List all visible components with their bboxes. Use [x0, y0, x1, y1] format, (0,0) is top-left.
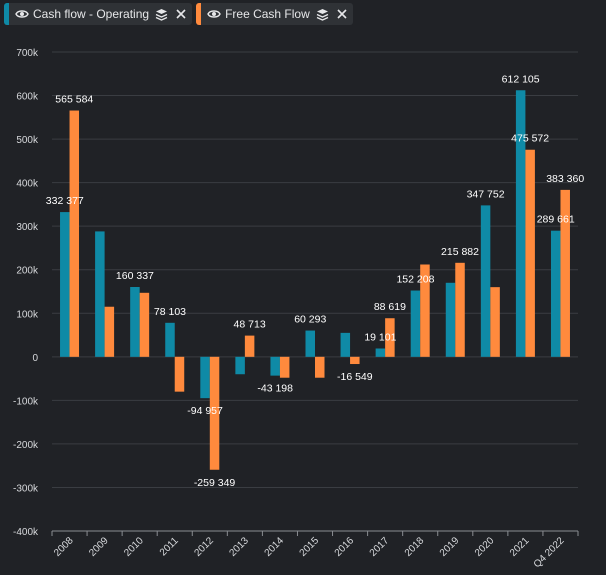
bar-operating	[130, 286, 140, 357]
bar-operating	[235, 356, 245, 375]
data-label: -259 349	[194, 477, 236, 489]
x-tick-label: 2019	[438, 535, 462, 559]
bar-fcf	[174, 356, 185, 392]
bar-operating	[200, 356, 210, 399]
x-tick-label: 2021	[508, 535, 532, 559]
x-tick-label: 2014	[263, 535, 287, 559]
bar-fcf	[455, 262, 465, 357]
y-tick-label: 200k	[16, 266, 39, 277]
data-label: 289 661	[537, 214, 575, 226]
y-tick-label: 700k	[16, 48, 39, 59]
bar-operating	[270, 356, 280, 376]
bar-operating	[410, 290, 421, 357]
x-tick-label: 2018	[403, 535, 427, 559]
legend-bar: Cash flow - Operating Free Cash Flow	[0, 0, 606, 28]
data-label: -16 549	[337, 371, 373, 383]
y-tick-label: 300k	[16, 222, 39, 233]
bar-fcf	[560, 189, 570, 357]
eye-icon[interactable]	[15, 9, 29, 19]
legend-swatch-fcf	[196, 3, 202, 25]
bar-fcf	[69, 110, 80, 357]
data-label: 565 584	[55, 94, 93, 106]
legend-swatch-operating	[4, 3, 9, 25]
data-label: 475 572	[511, 133, 549, 145]
bar-operating	[375, 348, 386, 357]
bar-operating	[165, 322, 175, 357]
data-label: 78 103	[154, 306, 186, 318]
close-icon[interactable]	[176, 9, 186, 19]
data-label: 215 882	[441, 246, 479, 258]
bar-operating	[550, 230, 561, 357]
layers-icon[interactable]	[155, 8, 168, 21]
bar-fcf	[279, 356, 290, 378]
y-tick-label: 100k	[16, 309, 39, 320]
data-label: 160 337	[116, 270, 154, 282]
y-tick-label: -200k	[13, 440, 39, 451]
bar-fcf	[315, 356, 325, 378]
bar-operating	[60, 212, 70, 357]
y-tick-label: 600k	[16, 92, 39, 103]
data-label: 152 208	[396, 274, 434, 286]
y-tick-label: -300k	[13, 483, 39, 494]
x-tick-label: 2011	[158, 535, 181, 558]
bar-fcf	[244, 335, 255, 357]
data-label: 383 360	[546, 173, 584, 185]
bar-fcf	[104, 306, 115, 357]
bar-fcf	[420, 264, 430, 357]
y-tick-label: 400k	[16, 179, 39, 190]
x-tick-label: 2008	[52, 535, 76, 559]
data-label: 612 105	[502, 73, 540, 85]
eye-icon[interactable]	[207, 9, 221, 19]
x-tick-label: 2016	[333, 535, 357, 559]
bar-chart: 700k 600k 500k 400k 300k 200k 100k 0 -100k -200k -…	[13, 48, 584, 570]
x-tick-label: 2009	[87, 535, 111, 559]
legend-chip-fcf[interactable]: Free Cash Flow	[196, 3, 353, 25]
legend-chip-operating[interactable]: Cash flow - Operating	[4, 3, 193, 25]
close-icon[interactable]	[337, 9, 347, 19]
bar-operating	[445, 282, 456, 357]
bar-operating	[340, 332, 351, 357]
data-label: 332 377	[46, 195, 84, 207]
data-label: -43 198	[257, 383, 293, 395]
y-tick-label: 500k	[16, 135, 39, 146]
data-label: 19 101	[364, 332, 396, 344]
data-label: 347 752	[467, 188, 505, 200]
bar-operating	[515, 90, 526, 357]
data-label: -94 957	[187, 405, 223, 417]
bar-operating	[305, 330, 315, 357]
bar-fcf	[490, 287, 500, 357]
y-tick-label: -400k	[13, 527, 39, 538]
legend-label-fcf: Free Cash Flow	[225, 7, 310, 21]
x-tick-label: 2020	[473, 535, 497, 559]
x-tick-label: 2015	[298, 535, 322, 559]
x-tick-label: 2012	[192, 535, 216, 559]
y-tick-label: -100k	[13, 396, 39, 407]
layers-icon[interactable]	[316, 8, 329, 21]
bar-fcf	[385, 318, 395, 357]
bar-operating	[95, 231, 105, 357]
data-label: 48 713	[234, 319, 266, 331]
y-tick-label: 0	[32, 353, 38, 364]
legend-label-operating: Cash flow - Operating	[33, 7, 150, 21]
x-tick-label: 2010	[122, 535, 146, 559]
bar-fcf	[350, 356, 360, 365]
bar-fcf	[525, 149, 535, 357]
bar-operating	[480, 205, 491, 357]
x-tick-label: Q4 2022	[532, 535, 567, 570]
data-label: 60 293	[294, 314, 326, 326]
data-label: 88 619	[374, 301, 406, 313]
x-tick-label: 2017	[368, 535, 392, 559]
x-tick-label: 2013	[227, 535, 251, 559]
bar-fcf	[209, 356, 220, 470]
bar-fcf	[139, 292, 150, 357]
